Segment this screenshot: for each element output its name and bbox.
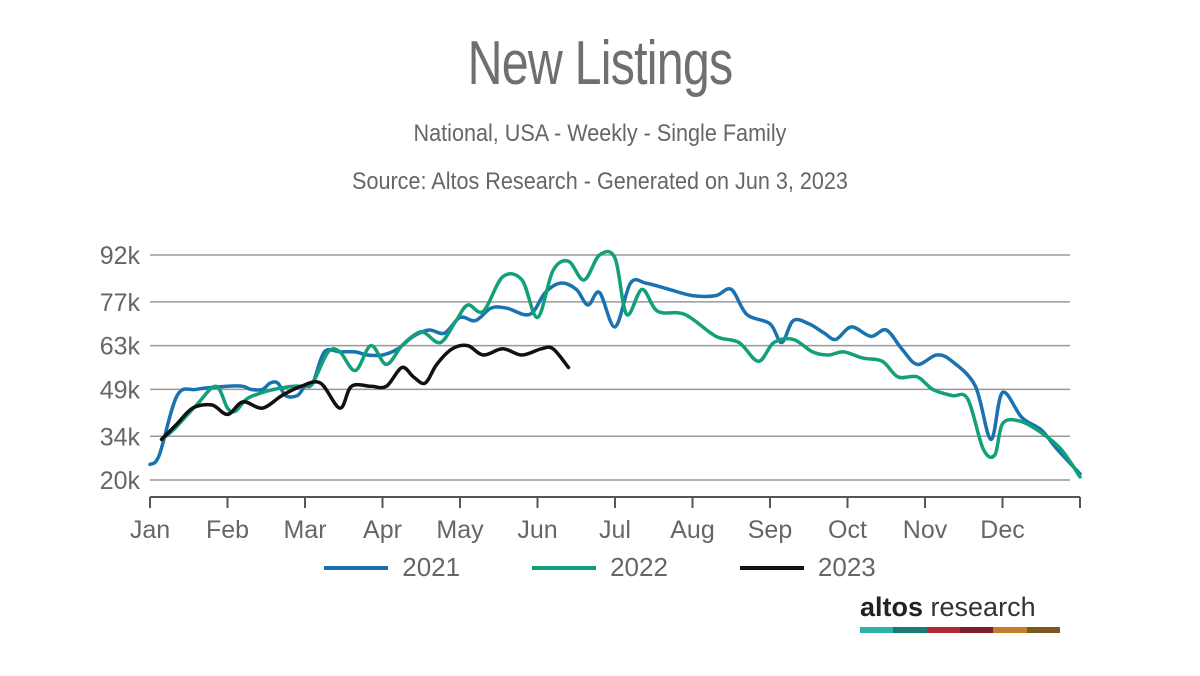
x-tick-label: Jan bbox=[130, 516, 170, 544]
x-tick-label: Mar bbox=[283, 516, 326, 544]
logo-text: altos research bbox=[860, 592, 1060, 623]
logo-bar-segment bbox=[926, 627, 960, 633]
series-line-2022 bbox=[159, 249, 1082, 479]
legend-label-2023: 2023 bbox=[817, 552, 876, 582]
y-tick-label: 49k bbox=[100, 376, 141, 404]
y-tick-label: 77k bbox=[100, 289, 141, 317]
series-line-2021 bbox=[148, 277, 1082, 476]
legend-label-2022: 2022 bbox=[610, 552, 668, 582]
x-tick-label: Aug bbox=[670, 516, 714, 544]
x-tick-label: Oct bbox=[828, 516, 867, 544]
altos-research-logo: altos research bbox=[860, 592, 1060, 633]
logo-bar-segment bbox=[1026, 627, 1060, 633]
x-tick-label: Jul bbox=[599, 516, 631, 544]
chart-subtitle: National, USA - Weekly - Single Family bbox=[413, 120, 787, 147]
logo-bar-segment bbox=[959, 627, 994, 633]
x-tick-label: Dec bbox=[980, 516, 1024, 544]
x-tick-label: Jun bbox=[517, 516, 557, 544]
x-tick-label: May bbox=[436, 516, 484, 544]
chart-source: Source: Altos Research - Generated on Ju… bbox=[352, 168, 848, 195]
legend: 2021 2022 2023 bbox=[0, 552, 1200, 583]
legend-item-2023: 2023 bbox=[739, 552, 876, 583]
legend-item-2021: 2021 bbox=[324, 552, 460, 583]
logo-text-bold: altos bbox=[860, 592, 924, 622]
x-tick-label: Nov bbox=[903, 516, 948, 544]
x-tick-label: Feb bbox=[206, 516, 249, 544]
x-tick-label: Sep bbox=[748, 516, 792, 544]
logo-text-rest: research bbox=[923, 592, 1036, 622]
x-tick-label: Apr bbox=[363, 516, 402, 544]
y-tick-label: 63k bbox=[100, 333, 141, 361]
chart-title: New Listings bbox=[467, 29, 734, 98]
logo-bar-segment bbox=[993, 627, 1027, 633]
logo-bar-segment bbox=[860, 627, 894, 633]
legend-swatch-2023 bbox=[739, 565, 804, 570]
y-tick-label: 20k bbox=[100, 467, 141, 495]
y-tick-label: 92k bbox=[100, 242, 141, 270]
legend-swatch-2022 bbox=[532, 565, 597, 570]
legend-item-2022: 2022 bbox=[532, 552, 668, 583]
legend-swatch-2021 bbox=[324, 565, 389, 570]
logo-bar-segment bbox=[893, 627, 927, 633]
series-line-2023 bbox=[159, 343, 571, 442]
logo-color-bar bbox=[860, 627, 1060, 633]
y-tick-label: 34k bbox=[100, 423, 141, 451]
legend-label-2021: 2021 bbox=[402, 552, 461, 582]
